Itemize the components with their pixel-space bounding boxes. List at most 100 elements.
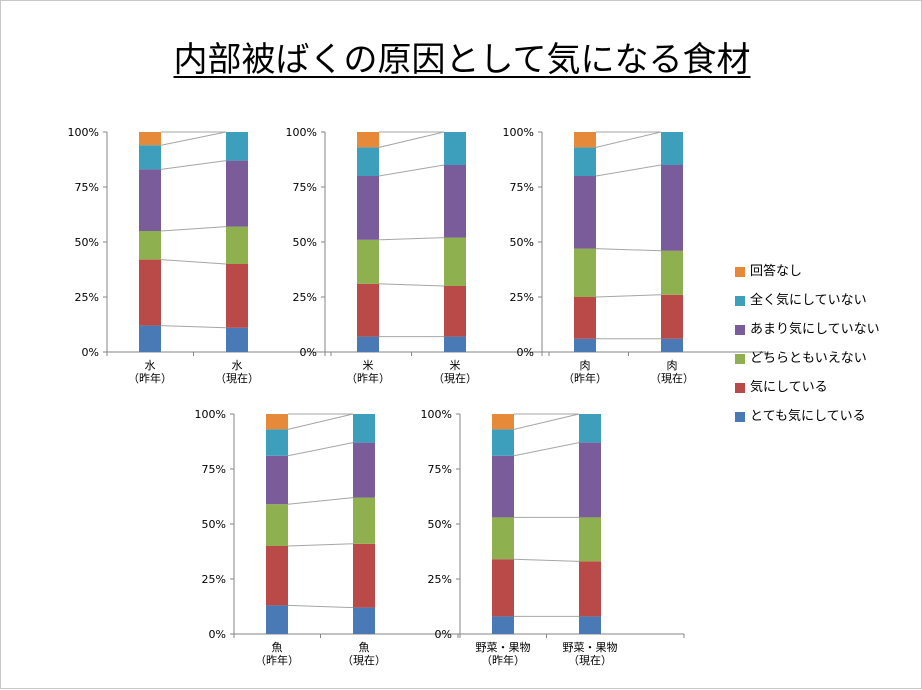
legend-swatch [735, 383, 745, 393]
slide-title: 内部被ばくの原因として気になる食材 [1, 37, 922, 83]
legend-swatch [735, 267, 745, 277]
x-category-label: （現在） [433, 372, 477, 385]
legend-swatch [735, 296, 745, 306]
series-connector-line [595, 248, 662, 252]
bar-segment [353, 414, 375, 443]
series-connector-line [513, 558, 580, 562]
bar-segment [661, 132, 683, 165]
bar-segment [492, 517, 514, 560]
y-tick-label: 100% [195, 408, 226, 421]
x-category-label: （昨年） [346, 371, 390, 385]
bar-segment [661, 250, 683, 295]
y-tick-label: 100% [503, 126, 534, 139]
legend-item: 気にしている [735, 379, 915, 397]
y-tick-label: 50% [75, 236, 99, 249]
bar-segment [574, 147, 596, 176]
y-tick-label: 0% [435, 628, 452, 641]
bar-segment [266, 504, 288, 546]
x-category-label: 魚 [272, 641, 283, 654]
series-connector-line [160, 259, 227, 265]
legend-label: とても気にしている [750, 409, 866, 424]
y-tick-label: 0% [300, 346, 317, 359]
series-connector-line [513, 442, 580, 457]
y-tick-label: 0% [82, 346, 99, 359]
bar-segment [226, 132, 248, 161]
bar-segment [357, 147, 379, 176]
x-category-label: （昨年） [128, 371, 172, 385]
y-tick-label: 0% [209, 628, 226, 641]
bar-segment [357, 176, 379, 240]
bar-segment [139, 231, 161, 260]
y-tick-label: 0% [517, 346, 534, 359]
bar-segment [353, 497, 375, 544]
x-category-label: 米 [450, 359, 461, 372]
series-connector-line [378, 131, 445, 148]
bar-segment [579, 561, 601, 617]
legend-swatch [735, 354, 745, 364]
bar-segment [226, 226, 248, 264]
legend-label: あまり気にしていない [750, 322, 880, 337]
bar-segment [444, 336, 466, 352]
bar-segment [357, 239, 379, 284]
series-connector-line [378, 164, 445, 177]
x-category-label: （昨年） [563, 371, 607, 385]
bar-segment [661, 294, 683, 339]
bar-segment [357, 132, 379, 148]
bar-segment [226, 264, 248, 328]
bar-segment [574, 297, 596, 339]
x-category-label: （現在） [215, 372, 259, 385]
x-category-label: 米 [363, 359, 374, 372]
bar-segment [444, 165, 466, 238]
bar-segment [492, 429, 514, 456]
y-tick-label: 25% [75, 291, 99, 304]
legend-label: 回答なし [750, 264, 803, 279]
bar-segment [579, 517, 601, 562]
legend-label: 気にしている [750, 380, 828, 395]
bar-segment [444, 132, 466, 165]
y-tick-label: 50% [202, 518, 226, 531]
bar-segment [353, 442, 375, 498]
bar-segment [139, 132, 161, 146]
y-tick-label: 25% [428, 573, 452, 586]
legend-label: 全く気にしていない [750, 293, 867, 308]
x-category-label: （昨年） [481, 653, 525, 667]
legend-swatch [735, 325, 745, 335]
y-tick-label: 100% [286, 126, 317, 139]
x-category-label: （昨年） [255, 653, 299, 667]
bar-segment [266, 605, 288, 634]
series-connector-line [378, 283, 445, 287]
bar-segment [661, 338, 683, 352]
legend-label: どちらともいえない [750, 351, 867, 366]
bar-segment [574, 248, 596, 297]
bar-segment [661, 165, 683, 251]
y-tick-label: 25% [510, 291, 534, 304]
bar-segment [226, 160, 248, 227]
series-connector-line [287, 442, 354, 457]
bar-segment [357, 283, 379, 337]
x-category-label: 野菜・果物 [563, 640, 618, 654]
series-connector-line [595, 294, 662, 298]
bar-segment [492, 414, 514, 430]
y-tick-label: 75% [428, 463, 452, 476]
bar-segment [266, 455, 288, 505]
bar-segment [266, 414, 288, 430]
series-connector-line [287, 543, 354, 547]
bar-segment [266, 546, 288, 606]
slide-title-text: 内部被ばくの原因として気になる食材 [173, 40, 751, 80]
legend-item: どちらともいえない [735, 350, 915, 368]
legend-item: あまり気にしていない [735, 321, 915, 339]
x-category-label: 水 [145, 359, 156, 372]
series-connector-line [513, 413, 580, 430]
bar-segment [226, 327, 248, 352]
x-category-label: 水 [232, 359, 243, 372]
x-category-label: 野菜・果物 [476, 640, 531, 654]
legend-item: 回答なし [735, 263, 915, 281]
bar-segment [353, 607, 375, 634]
y-tick-label: 100% [421, 408, 452, 421]
bar-segment [353, 543, 375, 608]
bar-segment [139, 259, 161, 326]
x-category-label: 肉 [667, 359, 678, 372]
bar-segment [579, 414, 601, 443]
series-connector-line [595, 131, 662, 148]
